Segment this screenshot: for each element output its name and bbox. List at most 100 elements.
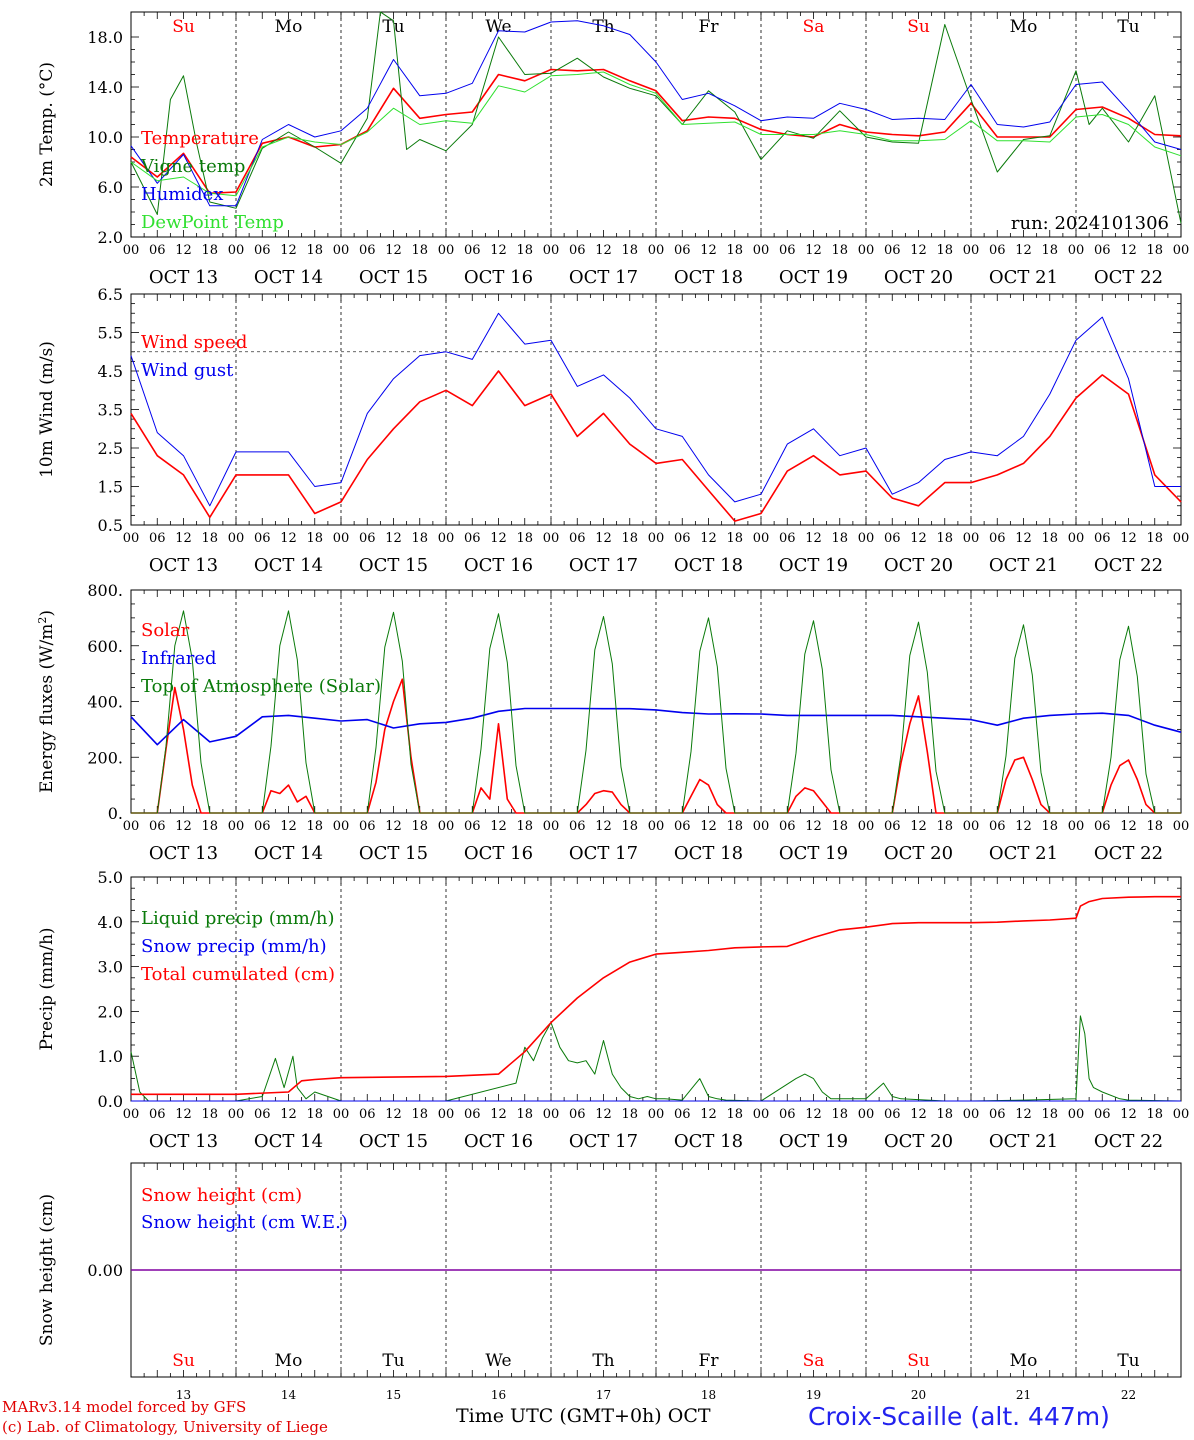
day-letter: Tu <box>382 17 404 37</box>
hour-label: 12 <box>805 531 822 546</box>
hour-label: 12 <box>1120 531 1137 546</box>
date-label: OCT 18 <box>674 555 743 576</box>
date-label: OCT 15 <box>359 843 428 864</box>
hour-label: 06 <box>359 819 376 834</box>
hour-label: 18 <box>306 243 323 258</box>
day-letter: Fr <box>699 1351 720 1371</box>
y-tick-label: 2.0 <box>98 228 123 247</box>
hour-label: 12 <box>700 243 717 258</box>
hour-label: 06 <box>989 243 1006 258</box>
date-label: OCT 13 <box>149 555 218 576</box>
hour-label: 18 <box>1041 1107 1058 1122</box>
hour-label: 18 <box>621 1107 638 1122</box>
time-axis-label: Time UTC (GMT+0h) OCT <box>456 1405 711 1427</box>
day-number: 20 <box>911 1388 926 1402</box>
y-tick-label: 1.5 <box>98 478 123 497</box>
model-credit: MARv3.14 model forced by GFS <box>2 1398 247 1416</box>
y-tick-label: 0.00 <box>87 1261 123 1280</box>
legend-entry: Infrared <box>141 648 216 669</box>
hour-label: 18 <box>936 1107 953 1122</box>
hour-label: 12 <box>700 819 717 834</box>
hour-label: 18 <box>201 243 218 258</box>
hour-label: 18 <box>201 1107 218 1122</box>
legend-entry: Top of Atmosphere (Solar) <box>141 676 381 697</box>
hour-label: 18 <box>201 819 218 834</box>
hour-label: 12 <box>385 819 402 834</box>
hour-label: 18 <box>411 243 428 258</box>
hour-label: 06 <box>464 531 481 546</box>
hour-label: 06 <box>674 819 691 834</box>
legend-entry: Temperature <box>141 128 259 149</box>
time-axis-text: Time UTC (GMT+0h) <box>456 1405 662 1427</box>
y-tick-label: 1.0 <box>98 1047 123 1066</box>
y-tick-label: 18.0 <box>87 28 123 47</box>
legend-entry: Solar <box>141 620 190 641</box>
date-label: OCT 17 <box>569 843 638 864</box>
date-label: OCT 14 <box>254 555 323 576</box>
hour-label: 06 <box>149 1107 166 1122</box>
hour-label: 00 <box>753 819 770 834</box>
y-tick-label: 5.0 <box>98 868 123 887</box>
date-label: OCT 18 <box>674 843 743 864</box>
hour-label: 12 <box>385 1107 402 1122</box>
hour-label: 00 <box>543 1107 560 1122</box>
hour-label: 12 <box>595 819 612 834</box>
hour-label: 00 <box>858 1107 875 1122</box>
hour-label: 18 <box>831 1107 848 1122</box>
hour-label: 00 <box>123 243 140 258</box>
hour-label: 00 <box>543 531 560 546</box>
y-tick-label: 5.5 <box>98 324 123 343</box>
hour-label: 06 <box>674 531 691 546</box>
hour-label: 12 <box>175 243 192 258</box>
y-axis-title-exponent: 2 <box>36 617 49 624</box>
hour-label: 18 <box>936 819 953 834</box>
hour-label: 00 <box>1173 531 1190 546</box>
hour-label: 18 <box>726 531 743 546</box>
hour-label: 12 <box>1015 1107 1032 1122</box>
hour-label: 06 <box>569 531 586 546</box>
hour-label: 06 <box>464 1107 481 1122</box>
hour-label: 00 <box>858 531 875 546</box>
day-number: 15 <box>386 1388 401 1402</box>
y-tick-label: 0. <box>108 804 123 823</box>
day-number: 13 <box>176 1388 191 1402</box>
hour-label: 06 <box>254 819 271 834</box>
hour-label: 00 <box>228 819 245 834</box>
station-title: Croix-Scaille (alt. 447m) <box>808 1402 1110 1431</box>
y-axis-title: 2m Temp. (°C) <box>37 62 57 187</box>
day-letter: Th <box>592 17 614 37</box>
hour-label: 06 <box>569 243 586 258</box>
hour-label: 06 <box>1094 531 1111 546</box>
hour-label: 00 <box>648 243 665 258</box>
date-label: OCT 13 <box>149 267 218 288</box>
date-label: OCT 19 <box>779 555 848 576</box>
legend-entry: Snow height (cm W.E.) <box>141 1212 348 1233</box>
legend-entry: Humidex <box>141 184 223 205</box>
y-tick-label: 14.0 <box>87 78 123 97</box>
hour-label: 00 <box>438 531 455 546</box>
hour-label: 06 <box>884 531 901 546</box>
hour-label: 06 <box>779 1107 796 1122</box>
hour-label: 00 <box>333 243 350 258</box>
date-label: OCT 18 <box>674 1131 743 1152</box>
hour-label: 00 <box>1068 819 1085 834</box>
series-line-3 <box>130 20 1182 207</box>
y-axis-title: Precip (mm/h) <box>37 927 57 1050</box>
date-label: OCT 15 <box>359 1131 428 1152</box>
hour-label: 18 <box>1041 819 1058 834</box>
date-label: OCT 16 <box>464 1131 533 1152</box>
hour-label: 06 <box>779 819 796 834</box>
hour-label: 12 <box>1015 243 1032 258</box>
day-number: 22 <box>1121 1388 1136 1402</box>
run-annotation: run: 2024101306 <box>1011 213 1169 234</box>
y-axis-title: Snow height (cm) <box>37 1194 57 1346</box>
hour-label: 18 <box>621 819 638 834</box>
date-label: OCT 20 <box>884 1131 953 1152</box>
hour-label: 18 <box>516 1107 533 1122</box>
hour-label: 18 <box>411 531 428 546</box>
day-number: 19 <box>806 1388 821 1402</box>
y-tick-label: 10.0 <box>87 128 123 147</box>
date-label: OCT 19 <box>779 843 848 864</box>
day-letter: Sa <box>803 17 825 37</box>
